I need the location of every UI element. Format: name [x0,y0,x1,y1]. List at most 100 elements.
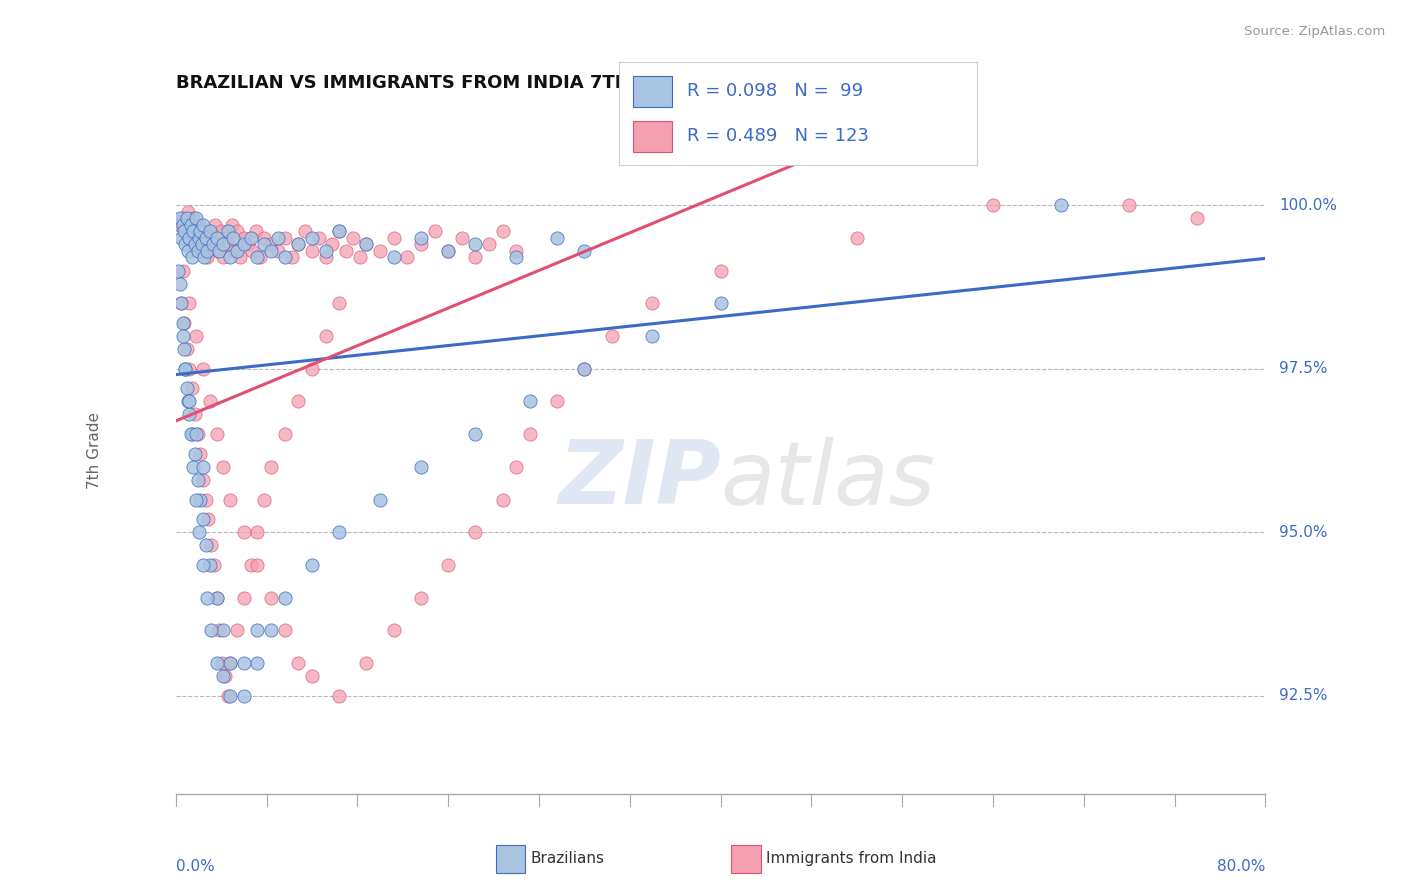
Point [186,244,209,258]
Point [226,624,249,638]
Point [177,204,200,219]
Point [174,361,197,376]
Text: BRAZILIAN VS IMMIGRANTS FROM INDIA 7TH GRADE CORRELATION CHART: BRAZILIAN VS IMMIGRANTS FROM INDIA 7TH G… [176,74,927,92]
Point [218,237,240,252]
Point [181,381,204,395]
Point [519,427,541,442]
Point [194,231,217,245]
Text: 95.0%: 95.0% [1279,524,1327,540]
Point [186,211,208,226]
Point [173,342,195,356]
Point [190,244,212,258]
Point [232,231,254,245]
Point [505,244,527,258]
Point [191,361,214,376]
Bar [496,846,526,872]
Point [308,231,330,245]
Point [176,342,198,356]
Point [188,224,211,238]
Bar [731,846,761,872]
Point [212,237,235,252]
Point [172,211,194,226]
Point [207,244,229,258]
Point [219,656,242,670]
Point [328,224,350,238]
Point [193,224,215,238]
Point [505,251,527,265]
Point [172,316,194,330]
Point [505,459,527,474]
Point [356,656,378,670]
Point [222,231,245,245]
Point [519,394,541,409]
Text: Source: ZipAtlas.com: Source: ZipAtlas.com [1244,25,1385,38]
Point [274,591,297,605]
Point [212,669,235,683]
Point [187,525,209,540]
Point [201,237,224,252]
Point [356,237,378,252]
Point [301,558,323,572]
Point [204,218,226,232]
Point [200,538,222,552]
Point [181,251,204,265]
Point [169,218,191,232]
Point [198,231,221,245]
Point [193,251,215,265]
Point [845,231,868,245]
Point [188,492,211,507]
Point [409,231,432,245]
Text: 7th Grade: 7th Grade [87,412,101,489]
Point [179,408,201,422]
Point [409,459,432,474]
Point [173,316,195,330]
Point [198,394,221,409]
Point [246,656,269,670]
Point [574,361,596,376]
Point [335,244,357,258]
Point [184,408,207,422]
Point [260,624,283,638]
Point [186,473,209,487]
Point [409,237,432,252]
Point [169,277,191,291]
Point [219,689,242,703]
Point [174,237,197,252]
Point [194,538,217,552]
Text: 0.0%: 0.0% [176,859,215,874]
Point [184,237,207,252]
Point [492,492,515,507]
Point [546,394,568,409]
Point [249,251,271,265]
Point [236,237,259,252]
Point [574,361,596,376]
Point [219,251,242,265]
Point [167,263,190,277]
Point [600,329,623,343]
Point [246,525,269,540]
Point [287,237,309,252]
Point [246,251,269,265]
Point [464,251,486,265]
Point [187,218,209,232]
Point [226,224,249,238]
Point [191,473,214,487]
Point [200,624,222,638]
Point [180,231,202,245]
Point [232,591,254,605]
Point [301,669,323,683]
Text: 92.5%: 92.5% [1279,689,1327,703]
Point [382,624,405,638]
Point [260,459,283,474]
Point [198,224,221,238]
Point [212,251,235,265]
Point [176,211,198,226]
Point [232,656,254,670]
Point [186,329,208,343]
Point [260,591,283,605]
Point [492,224,515,238]
Point [710,296,733,310]
Point [287,394,309,409]
Point [172,329,194,343]
Point [315,244,337,258]
